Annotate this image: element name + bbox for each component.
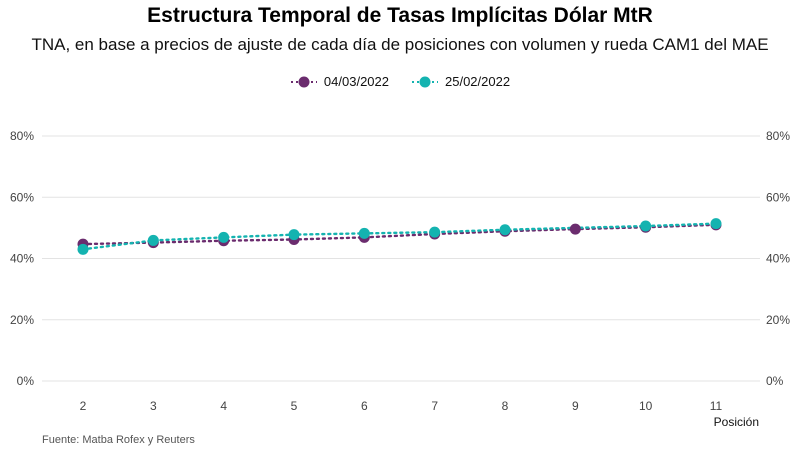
data-point-series-2 — [499, 224, 511, 236]
data-point-series-2 — [640, 220, 652, 232]
x-tick-label: 4 — [220, 399, 227, 413]
data-point-series-2 — [147, 234, 159, 246]
legend: 04/03/2022 25/02/2022 — [0, 74, 800, 89]
source-note: Fuente: Matba Rofex y Reuters — [42, 434, 195, 446]
chart-title: Estructura Temporal de Tasas Implícitas … — [147, 4, 653, 27]
x-tick-label: 11 — [710, 399, 723, 413]
data-point-series-2 — [218, 231, 230, 243]
y-tick-label-left: 80% — [10, 129, 34, 143]
x-tick-label: 9 — [572, 399, 579, 413]
data-point-series-2 — [358, 227, 370, 239]
data-point-series-2 — [288, 229, 300, 241]
y-tick-label-right: 0% — [766, 374, 784, 388]
y-tick-label-right: 80% — [766, 129, 790, 143]
x-tick-label: 5 — [291, 399, 298, 413]
legend-key-series-2 — [412, 76, 438, 87]
chart-subtitle: TNA, en base a precios de ajuste de cada… — [31, 35, 769, 54]
y-tick-label-left: 40% — [10, 252, 34, 266]
data-point-series-1 — [569, 223, 581, 235]
data-point-series-2 — [429, 226, 441, 238]
data-point-series-2 — [77, 243, 89, 255]
x-axis-title: Posición — [714, 415, 759, 429]
y-tick-label-left: 60% — [10, 190, 34, 204]
legend-item-series-2: 25/02/2022 — [411, 74, 510, 89]
y-tick-label-left: 0% — [17, 374, 35, 388]
y-tick-label-left: 20% — [10, 313, 34, 327]
x-tick-label: 10 — [639, 399, 653, 413]
x-tick-label: 7 — [431, 399, 438, 413]
legend-key-series-1 — [290, 76, 317, 87]
x-tick-label: 8 — [502, 399, 509, 413]
series-line-1 — [81, 223, 718, 246]
legend-item-series-1: 04/03/2022 — [290, 74, 389, 89]
x-tick-label: 2 — [80, 399, 87, 413]
data-point-series-2 — [710, 218, 722, 230]
legend-label-series-1: 04/03/2022 — [323, 74, 389, 89]
x-tick-label: 6 — [361, 399, 368, 413]
x-tick-label: 3 — [150, 399, 157, 413]
y-tick-label-right: 20% — [766, 313, 790, 327]
y-tick-label-right: 60% — [766, 190, 790, 204]
series-line-2 — [81, 222, 718, 251]
legend-label-series-2: 25/02/2022 — [445, 74, 511, 89]
y-tick-label-right: 40% — [766, 252, 790, 266]
